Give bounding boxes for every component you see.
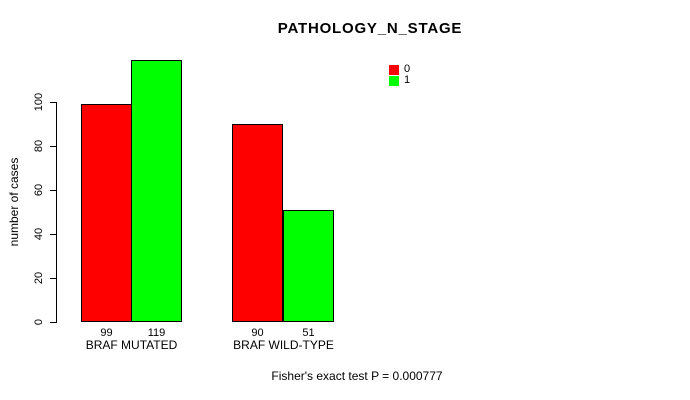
y-tick-label: 20 (33, 271, 45, 285)
bar-braf-wild-type-series-0 (232, 124, 283, 322)
y-tick-label: 80 (33, 139, 45, 153)
y-tick-label: 60 (33, 183, 45, 197)
bar-value-label: 51 (302, 327, 315, 339)
y-axis-tick (50, 146, 56, 147)
y-tick-label: 40 (33, 227, 45, 241)
bar-braf-mutated-series-1 (131, 60, 182, 322)
legend-label-0: 0 (404, 63, 411, 75)
y-axis-tick (50, 102, 56, 103)
bar-braf-wild-type-series-1 (283, 210, 334, 322)
legend-item-0: 0 (389, 64, 410, 75)
y-tick-label: 100 (33, 92, 45, 112)
x-category-label: BRAF MUTATED (85, 338, 178, 352)
y-axis-tick (50, 190, 56, 191)
y-axis-line (56, 102, 57, 323)
y-axis-tick (50, 322, 56, 323)
legend-swatch-green (389, 75, 399, 86)
bar-braf-mutated-series-0 (81, 104, 132, 322)
legend-swatch-red (389, 64, 399, 75)
legend-item-1: 1 (389, 75, 410, 86)
chart-title: PATHOLOGY_N_STAGE (277, 20, 463, 37)
y-axis-tick (50, 234, 56, 235)
y-tick-label: 0 (33, 318, 45, 326)
x-category-label: BRAF WILD-TYPE (233, 338, 334, 352)
y-axis-tick (50, 278, 56, 279)
stat-annotation: Fisher's exact test P = 0.000777 (271, 369, 443, 383)
legend-label-1: 1 (404, 74, 411, 86)
bar-value-label: 90 (251, 327, 264, 339)
bar-value-label: 99 (100, 327, 113, 339)
legend: 0 1 (389, 64, 410, 86)
bar-value-label: 119 (147, 327, 166, 339)
